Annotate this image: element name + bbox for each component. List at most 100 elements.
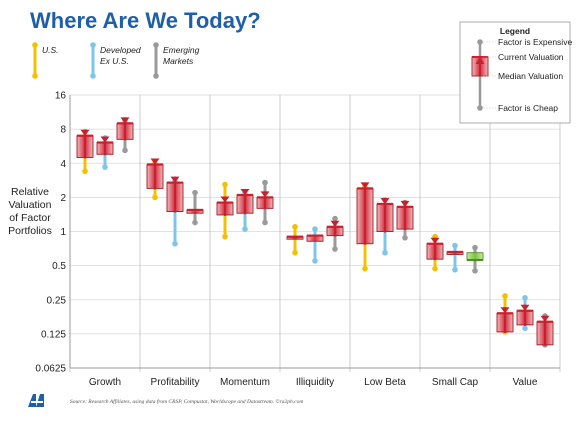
series-legend-dot [90, 73, 96, 79]
valuation-arrow-head [170, 176, 180, 183]
y-tick-label: 1 [60, 227, 66, 238]
data-mark [356, 182, 374, 272]
valuation-arrow-head [80, 129, 90, 136]
range-min-dot [192, 219, 198, 226]
series-legend-dot [32, 42, 38, 48]
legend-median-label: Median Valuation [498, 71, 563, 81]
valuation-arrow-head [100, 136, 110, 143]
range-min-dot [312, 258, 318, 264]
y-tick-label: 0.5 [52, 261, 66, 272]
valuation-arrow-head [400, 200, 410, 207]
valuation-arrow-head [330, 220, 340, 227]
valuation-arrow-head [240, 188, 250, 195]
range-max-dot [472, 244, 478, 251]
range-min-dot [472, 268, 478, 274]
range-min-dot [222, 233, 228, 240]
range-min-dot [452, 266, 458, 273]
range-min-dot [262, 219, 268, 226]
range-max-dot [262, 179, 268, 186]
series-legend-dot [153, 42, 159, 48]
y-tick-label: 4 [60, 159, 66, 170]
y-tick-label: 0.0625 [35, 364, 66, 375]
series-group [116, 117, 554, 348]
valuation-arrow-head [260, 191, 270, 198]
data-mark [466, 244, 484, 274]
valuation-arrow-head [540, 315, 550, 322]
range-min-dot [332, 246, 338, 252]
source-note: Source: Research Affiliates, using data … [70, 399, 304, 405]
data-mark [166, 176, 184, 247]
range-min-dot [152, 194, 158, 201]
data-mark [306, 226, 324, 264]
data-mark [376, 197, 394, 256]
y-tick-label: 2 [60, 193, 66, 204]
range-max-dot [452, 242, 458, 249]
data-mark [326, 215, 344, 252]
series-legend-label: Ex U.S. [100, 56, 129, 66]
y-tick-label: 0.125 [41, 329, 66, 340]
valuation-arrow-head [520, 304, 530, 311]
range-max-dot [292, 224, 298, 230]
chart-title: Where Are We Today? [30, 8, 261, 33]
y-axis-label-line: of Factor [9, 212, 51, 224]
valuation-arrow-head [430, 237, 440, 244]
series-legend-dot [32, 73, 38, 79]
range-min-dot [522, 325, 528, 332]
range-min-dot [432, 265, 438, 272]
legend-cheap-label: Factor is Cheap [498, 103, 558, 113]
series-legend-label: Emerging [163, 45, 200, 55]
range-min-dot [402, 234, 408, 241]
series-legend-item: U.S. [32, 42, 59, 79]
y-axis-label-line: Valuation [8, 199, 52, 211]
data-mark [426, 233, 444, 272]
data-mark [536, 313, 554, 348]
legend-expensive-label: Factor is Expensive [498, 37, 572, 47]
series-legend-label: U.S. [42, 45, 59, 55]
range-max-dot [332, 215, 338, 222]
legend-title: Legend [500, 26, 530, 36]
data-mark [146, 158, 164, 201]
range-max-dot [312, 226, 318, 232]
range-min-dot [242, 226, 248, 232]
series-legend-label: Developed [100, 45, 141, 55]
valuation-arrow-head [220, 196, 230, 203]
valuation-arrow-head [380, 197, 390, 204]
range-min-dot [382, 249, 388, 256]
legend-arrow-head [475, 57, 485, 64]
data-mark [76, 128, 94, 175]
x-tick-label: Illiquidity [296, 377, 334, 388]
legend-current-label: Current Valuation [498, 52, 564, 62]
series-group [76, 128, 514, 335]
range-max-dot [192, 189, 198, 196]
data-mark [396, 199, 414, 241]
range-min-dot [292, 249, 298, 256]
range-min-dot [172, 240, 178, 247]
data-mark [216, 181, 234, 240]
y-tick-label: 16 [55, 91, 67, 102]
x-tick-label: Profitability [151, 377, 200, 388]
y-axis-label: Relative Valuation of Factor Portfolios [2, 186, 58, 238]
cheap-box [466, 252, 484, 261]
x-tick-label: Low Beta [364, 377, 406, 388]
series-legend-dot [153, 73, 159, 79]
legend-dot [477, 105, 483, 111]
series-legend-label: Markets [163, 56, 194, 66]
data-mark [446, 242, 464, 273]
range-min-dot [102, 164, 108, 170]
x-tick-label: Value [513, 377, 538, 388]
data-mark [186, 189, 204, 226]
range-max-dot [522, 295, 528, 301]
range-max-dot [502, 293, 508, 299]
research-affiliates-logo-icon [28, 394, 44, 407]
valuation-arrow-head [150, 158, 160, 165]
x-tick-label: Small Cap [432, 377, 479, 388]
y-axis-label-line: Relative [11, 186, 49, 198]
series-group [96, 135, 534, 332]
data-mark [516, 295, 534, 332]
data-mark [496, 293, 514, 335]
data-mark [256, 179, 274, 226]
valuation-arrow-head [120, 117, 130, 124]
